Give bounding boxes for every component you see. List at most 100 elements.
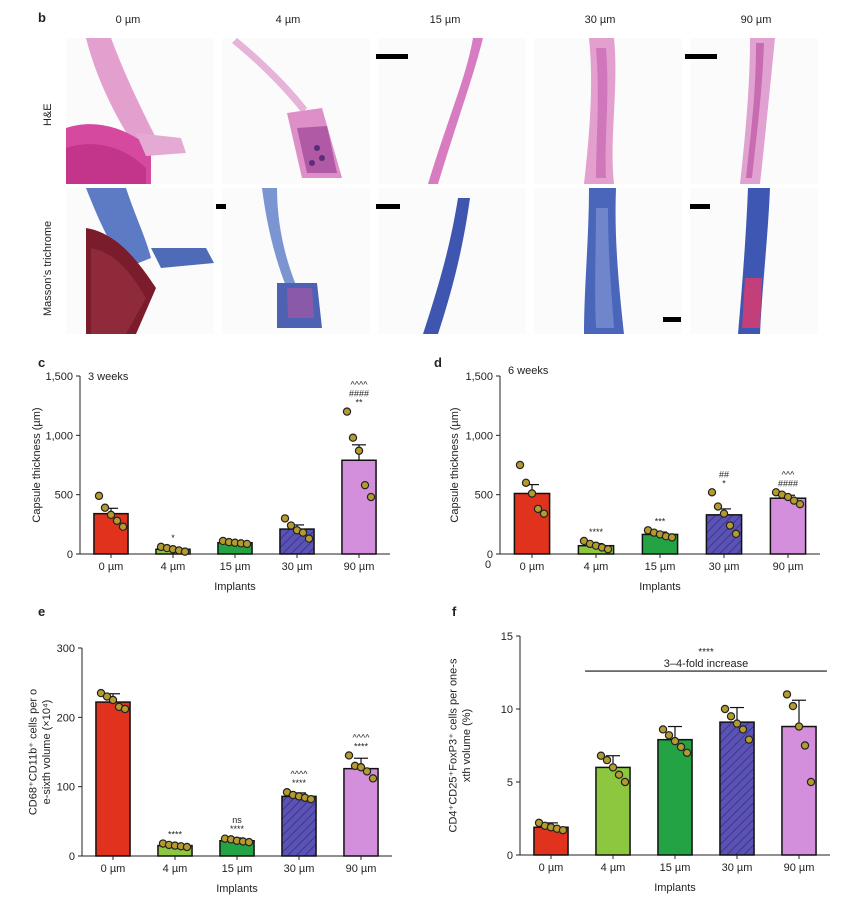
he-image-90um <box>690 38 818 184</box>
data-point <box>800 741 810 750</box>
data-point <box>348 433 358 442</box>
x-axis-label: Implants <box>214 581 256 593</box>
scale-bar <box>690 204 710 209</box>
data-point <box>521 478 531 488</box>
y-tick-label: 100 <box>57 782 75 794</box>
data-point <box>120 704 130 714</box>
data-point <box>182 842 192 852</box>
x-axis-label: Implants <box>216 883 258 895</box>
x-tick-label: 90 µm <box>784 862 815 874</box>
y-axis-label-line: CD68⁺CD11b⁺ cells per o <box>28 689 40 815</box>
y-axis-label: CD4⁺CD25⁺FoxP3⁺ cells per one-sxth volum… <box>448 658 473 832</box>
y-tick-label: 200 <box>57 712 75 724</box>
scale-bar <box>376 204 400 209</box>
chart-c: 0 500 1,000 1,500 Capsule thickness (µm) Impl… <box>31 371 390 593</box>
y-tick-label: 500 <box>55 490 73 502</box>
data-point <box>731 529 741 539</box>
column-label-30um: 30 µm <box>584 14 616 26</box>
x-tick-label: 30 µm <box>722 862 753 874</box>
x-tick-label: 15 µm <box>660 862 691 874</box>
data-point <box>558 825 568 835</box>
scale-bar <box>376 54 408 59</box>
column-label-4um: 4 µm <box>275 14 301 26</box>
y-tick-label: 1,500 <box>45 371 73 383</box>
column-label-0um: 0 µm <box>115 14 141 26</box>
bracket-stars: **** <box>698 647 714 658</box>
y-tick-label: 1,000 <box>465 430 493 442</box>
data-point <box>244 837 254 847</box>
x-tick-label: 0 µm <box>520 561 545 573</box>
data-point <box>725 521 735 530</box>
x-axis-label: Implants <box>654 882 696 894</box>
row-label-he: H&E <box>42 103 54 126</box>
x-tick-label: 15 µm <box>220 561 251 573</box>
chart-f: 0 5 10 15 CD4⁺CD25⁺FoxP3⁺ cells per one-sxth… <box>448 631 830 894</box>
significance-marker: ^^^^ <box>353 732 371 742</box>
data-point <box>368 774 378 783</box>
data-point <box>744 735 754 744</box>
y-tick-label: 15 <box>501 631 513 643</box>
x-tick-label: 4 µm <box>163 863 188 875</box>
data-point <box>794 722 804 731</box>
y-axis-label: CD68⁺CD11b⁺ cells per oe-sixth volume (×… <box>28 689 53 815</box>
x-tick-label: 0 µm <box>539 862 564 874</box>
y-tick-label: 0 <box>487 549 493 561</box>
origin-label: 0 <box>485 559 491 571</box>
chart-e: 0 100 200 300 CD68⁺CD11b⁺ cells per oe-sixth… <box>28 643 392 895</box>
x-tick-label: 15 µm <box>222 863 253 875</box>
significance-marker: ^^^^ <box>351 380 369 390</box>
data-point <box>100 503 110 512</box>
data-point <box>515 460 525 470</box>
chart-d: 0 500 1,000 1,500 Capsule thickness (µm) Impl… <box>449 365 820 593</box>
he-image-15um <box>378 38 526 184</box>
scale-bar <box>685 54 717 59</box>
data-point <box>667 533 677 542</box>
data-point <box>682 748 692 757</box>
data-point <box>738 725 748 734</box>
significance-marker: **** <box>230 824 245 834</box>
data-point <box>788 701 798 711</box>
data-point <box>106 510 116 520</box>
bar <box>343 767 379 857</box>
data-point <box>96 688 106 698</box>
data-point <box>344 751 354 760</box>
x-tick-label: 90 µm <box>773 561 804 573</box>
bar <box>719 721 755 856</box>
data-point <box>789 496 799 505</box>
he-image-4um <box>222 38 370 184</box>
data-point <box>102 692 112 701</box>
x-tick-label: 4 µm <box>601 862 626 874</box>
bar <box>341 459 377 555</box>
column-label-15um: 15 µm <box>429 14 461 26</box>
y-tick-label: 300 <box>57 643 75 655</box>
data-point <box>602 755 612 765</box>
column-label-90um: 90 µm <box>740 14 772 26</box>
data-point <box>356 763 366 772</box>
data-point <box>806 777 816 787</box>
row-label-masson: Masson’s trichrome <box>42 220 54 316</box>
masson-image-15um <box>378 188 526 334</box>
masson-image-4um <box>222 188 370 334</box>
data-point <box>112 516 122 525</box>
panel-letter-e: e <box>38 604 46 619</box>
x-tick-label: 90 µm <box>344 561 375 573</box>
time-annotation: 6 weeks <box>508 365 549 377</box>
y-tick-label: 0 <box>507 850 513 862</box>
significance-marker: * <box>722 478 726 488</box>
data-point <box>360 480 370 490</box>
data-point <box>280 514 290 523</box>
y-axis-label-line: e-sixth volume (×10⁴) <box>41 700 53 805</box>
y-tick-label: 5 <box>507 777 513 789</box>
x-tick-label: 30 µm <box>709 561 740 573</box>
scale-bar <box>216 204 226 209</box>
x-tick-label: 90 µm <box>346 863 377 875</box>
bar <box>781 725 817 856</box>
data-point <box>527 489 537 498</box>
x-tick-label: 30 µm <box>282 561 313 573</box>
significance-marker: * <box>171 533 175 543</box>
data-point <box>726 712 736 721</box>
significance-marker: ^^^ <box>782 469 795 479</box>
data-point <box>713 502 723 511</box>
significance-marker: #### <box>778 478 798 488</box>
data-point <box>304 534 314 543</box>
